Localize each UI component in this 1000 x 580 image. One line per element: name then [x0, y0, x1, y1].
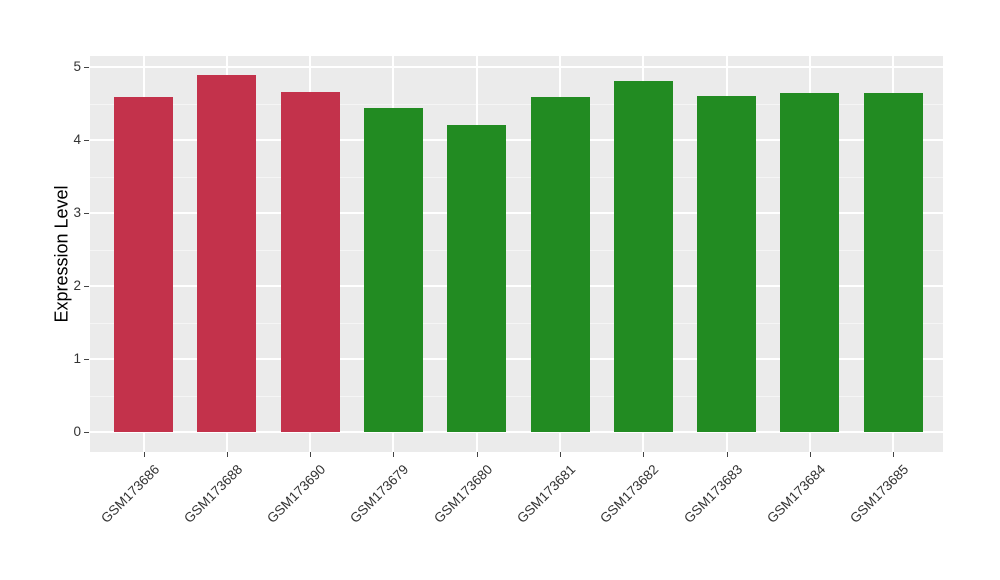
gridline-minor [90, 103, 943, 105]
y-tick-mark [84, 432, 89, 433]
x-tick-mark [310, 452, 312, 457]
x-tick-mark [893, 452, 895, 457]
y-tick-label: 1 [73, 351, 81, 366]
y-tick-mark [84, 286, 89, 287]
x-tick-mark [560, 452, 561, 457]
bar-GSM173685 [863, 92, 923, 432]
y-tick-label: 5 [73, 59, 81, 74]
x-tick-mark [476, 452, 478, 457]
bar-GSM173684 [780, 92, 840, 432]
gridline-major [90, 358, 943, 360]
gridline-minor [90, 395, 943, 397]
gridline-major [90, 431, 943, 433]
y-tick-mark [84, 213, 89, 214]
gridline-minor [90, 176, 943, 178]
y-tick-mark [84, 140, 89, 141]
bar-GSM173679 [363, 107, 423, 432]
y-tick-label: 0 [73, 424, 81, 439]
x-tick-mark [143, 452, 145, 457]
bar-GSM173681 [530, 96, 590, 432]
x-tick-mark [226, 452, 228, 457]
bar-GSM173682 [613, 80, 673, 432]
y-tick-label: 4 [73, 132, 81, 147]
x-tick-mark [809, 452, 811, 457]
plot-panel [90, 56, 943, 452]
bar-GSM173690 [280, 91, 340, 432]
bar-GSM173686 [114, 96, 173, 432]
y-tick-label: 3 [73, 205, 81, 220]
gridline-major [90, 285, 943, 287]
y-tick-mark [84, 67, 89, 68]
bar-GSM173683 [697, 96, 757, 432]
y-tick-label: 2 [73, 278, 81, 293]
gridline-major [90, 212, 943, 214]
x-tick-mark [393, 452, 395, 457]
y-tick-mark [84, 359, 89, 360]
gridline-major [90, 139, 943, 141]
gridline-minor [90, 322, 943, 324]
x-tick-mark [726, 452, 728, 457]
gridline-minor [90, 249, 943, 251]
bar-GSM173680 [447, 125, 507, 432]
bar-GSM173688 [197, 75, 257, 432]
gridline-major [90, 66, 943, 68]
x-tick-mark [643, 452, 645, 457]
